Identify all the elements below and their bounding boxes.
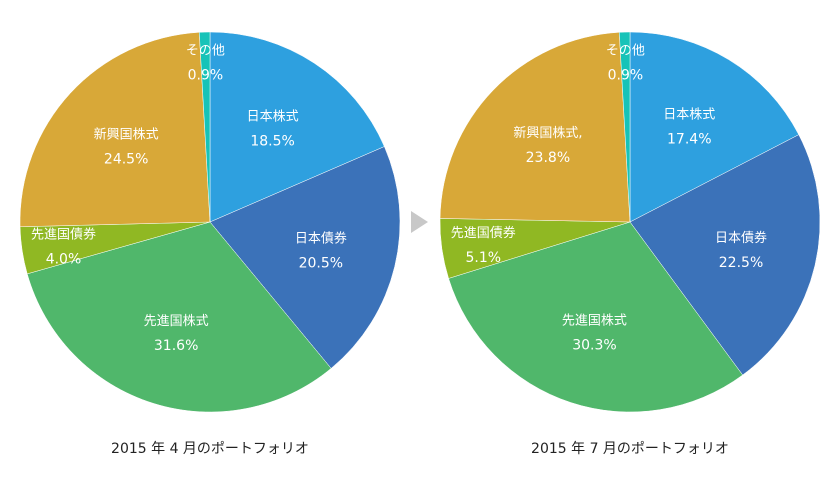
arrow-right-icon [411,211,428,233]
slice-value-label: 0.9% [188,68,224,84]
slice-value-label: 23.8% [526,150,570,166]
slice-label: 日本株式 [247,110,299,125]
pie-slice [448,221,743,413]
pie-slice [439,32,631,223]
pie-slice [629,31,800,223]
slice-label: 先進国債券 [451,225,516,241]
pie-slice [209,31,385,223]
pie-slice [26,221,332,413]
pie-slice [198,31,211,223]
pie-slice [209,146,401,369]
slice-label: 新興国株式, [513,125,582,141]
slice-value-label: 30.3% [572,337,616,353]
slice-label: 先進国債券 [31,226,96,242]
slice-label: 新興国株式 [94,127,159,143]
slice-label: 日本株式 [663,108,715,123]
slice-value-label: 17.4% [667,132,711,148]
slice-value-label: 18.5% [250,134,294,150]
chart-title-april: 2015 年 4 月のポートフォリオ [111,441,309,457]
slice-value-label: 22.5% [719,255,763,271]
chart-title-july: 2015 年 7 月のポートフォリオ [531,441,729,457]
slice-label: その他 [186,44,225,59]
slice-value-label: 20.5% [299,256,343,272]
slice-value-label: 0.9% [608,68,644,84]
pie-slice [618,31,631,223]
slice-value-label: 31.6% [154,338,198,354]
pie-slice [629,134,821,376]
pie-slice [19,32,211,228]
slice-label: 先進国株式 [562,313,627,328]
slice-label: 日本債券 [295,231,347,247]
slice-value-label: 24.5% [104,152,148,168]
slice-label: その他 [606,44,645,59]
slice-label: 先進国株式 [144,314,209,329]
slice-value-label: 4.0% [46,251,82,267]
slice-label: 日本債券 [715,230,767,246]
slice-value-label: 5.1% [465,250,501,266]
